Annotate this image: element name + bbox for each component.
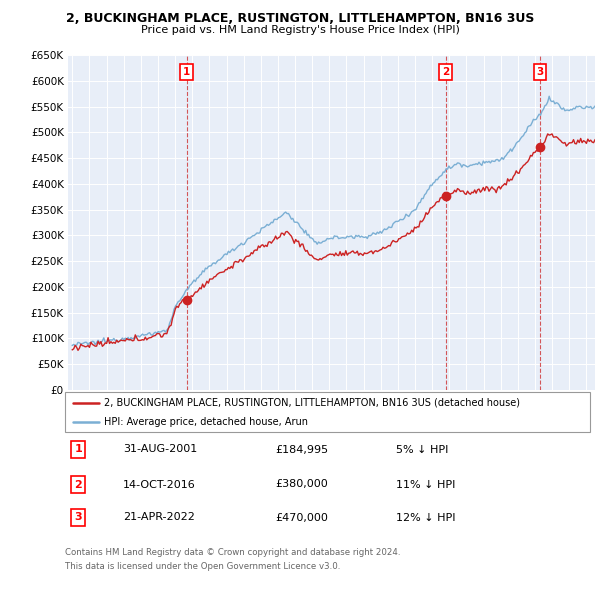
Text: This data is licensed under the Open Government Licence v3.0.: This data is licensed under the Open Gov…	[65, 562, 340, 571]
Text: £184,995: £184,995	[275, 444, 328, 454]
Text: 12% ↓ HPI: 12% ↓ HPI	[396, 513, 455, 523]
Text: 31-AUG-2001: 31-AUG-2001	[123, 444, 197, 454]
Text: 14-OCT-2016: 14-OCT-2016	[123, 480, 196, 490]
Text: 21-APR-2022: 21-APR-2022	[123, 513, 194, 523]
Text: £470,000: £470,000	[275, 513, 328, 523]
Text: 11% ↓ HPI: 11% ↓ HPI	[396, 480, 455, 490]
Text: 1: 1	[74, 444, 82, 454]
Text: 2, BUCKINGHAM PLACE, RUSTINGTON, LITTLEHAMPTON, BN16 3US (detached house): 2, BUCKINGHAM PLACE, RUSTINGTON, LITTLEH…	[104, 398, 520, 408]
Text: 5% ↓ HPI: 5% ↓ HPI	[396, 444, 448, 454]
Text: 2: 2	[442, 67, 449, 77]
Text: 1: 1	[183, 67, 190, 77]
Text: HPI: Average price, detached house, Arun: HPI: Average price, detached house, Arun	[104, 417, 308, 427]
Text: 2: 2	[74, 480, 82, 490]
Text: Contains HM Land Registry data © Crown copyright and database right 2024.: Contains HM Land Registry data © Crown c…	[65, 548, 401, 557]
Text: Price paid vs. HM Land Registry's House Price Index (HPI): Price paid vs. HM Land Registry's House …	[140, 25, 460, 35]
Text: 2, BUCKINGHAM PLACE, RUSTINGTON, LITTLEHAMPTON, BN16 3US: 2, BUCKINGHAM PLACE, RUSTINGTON, LITTLEH…	[66, 12, 534, 25]
Text: 3: 3	[74, 513, 82, 523]
Text: 3: 3	[536, 67, 544, 77]
Text: £380,000: £380,000	[275, 480, 328, 490]
